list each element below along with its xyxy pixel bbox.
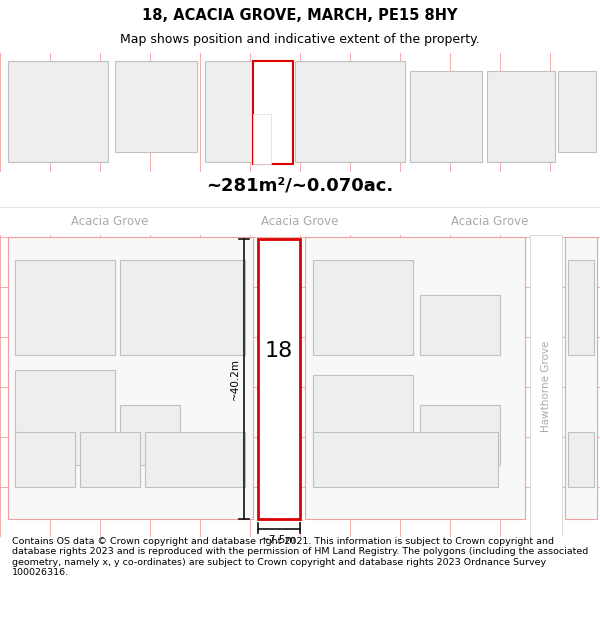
- Text: ~281m²/~0.070ac.: ~281m²/~0.070ac.: [206, 176, 394, 194]
- Bar: [305, 237, 525, 519]
- Bar: [313, 260, 413, 355]
- Bar: [253, 61, 293, 164]
- Bar: [410, 71, 482, 162]
- Bar: [313, 375, 413, 465]
- Bar: [558, 71, 596, 152]
- Bar: [115, 61, 197, 152]
- Bar: [568, 432, 594, 487]
- Bar: [15, 260, 115, 355]
- Bar: [420, 405, 500, 465]
- Bar: [568, 260, 594, 355]
- Bar: [253, 114, 271, 164]
- Text: Acacia Grove: Acacia Grove: [262, 214, 338, 228]
- Bar: [258, 239, 300, 519]
- Bar: [313, 432, 498, 487]
- Bar: [145, 432, 245, 487]
- Bar: [205, 61, 253, 162]
- Bar: [420, 295, 500, 355]
- Bar: [295, 61, 405, 162]
- Text: Acacia Grove: Acacia Grove: [451, 214, 529, 228]
- Bar: [565, 237, 597, 519]
- Bar: [15, 432, 75, 487]
- Text: Contains OS data © Crown copyright and database right 2021. This information is : Contains OS data © Crown copyright and d…: [12, 537, 588, 578]
- Bar: [8, 237, 253, 519]
- Bar: [530, 235, 562, 537]
- Text: ~40.2m: ~40.2m: [230, 358, 240, 400]
- Bar: [15, 370, 115, 465]
- Bar: [487, 71, 555, 162]
- Text: ~7.5m: ~7.5m: [261, 535, 297, 545]
- Bar: [120, 405, 180, 465]
- Text: 18: 18: [265, 341, 293, 361]
- Bar: [120, 260, 245, 355]
- Text: 18, ACACIA GROVE, MARCH, PE15 8HY: 18, ACACIA GROVE, MARCH, PE15 8HY: [142, 8, 458, 23]
- Text: Hawthorne Grove: Hawthorne Grove: [541, 340, 551, 432]
- Bar: [80, 432, 140, 487]
- Text: Map shows position and indicative extent of the property.: Map shows position and indicative extent…: [120, 33, 480, 46]
- Text: Acacia Grove: Acacia Grove: [71, 214, 149, 228]
- Bar: [8, 61, 108, 162]
